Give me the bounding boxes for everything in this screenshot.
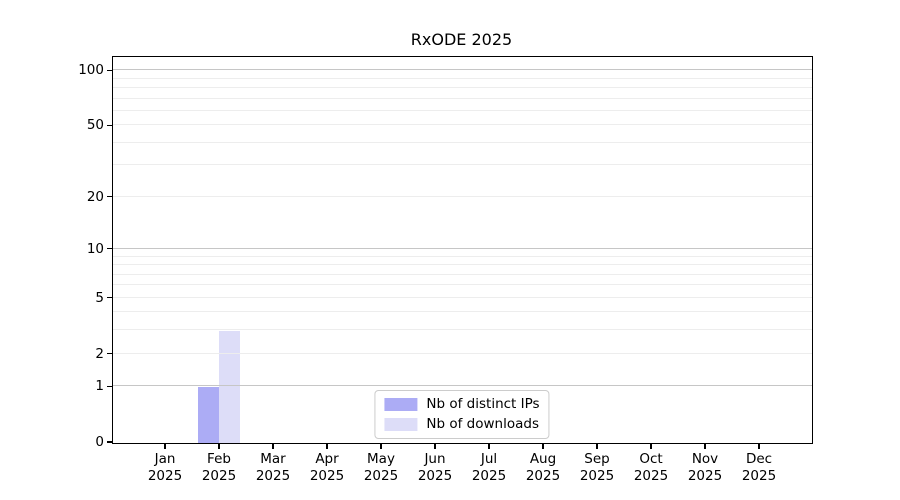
x-tick-mark [326,443,328,449]
legend-label-downloads: Nb of downloads [426,415,539,432]
x-tick-mark [596,443,598,449]
minor-gridline [112,296,812,298]
y-tick-label: 2 [95,345,104,362]
x-tick-label: Jul 2025 [471,451,507,484]
x-tick-mark [650,443,652,449]
legend-label-distinct-ips: Nb of distinct IPs [426,395,540,412]
x-tick-label: May 2025 [363,451,399,484]
legend-item-distinct-ips: Nb of distinct IPs [384,395,540,413]
x-tick-label: Sep 2025 [579,451,615,484]
x-tick-label: Oct 2025 [633,451,669,484]
x-tick-label: Jan 2025 [147,451,183,484]
legend-item-downloads: Nb of downloads [384,416,539,433]
minor-gridline [112,255,812,257]
major-gridline [112,247,812,249]
x-tick-mark [542,443,544,449]
y-tick-mark [107,297,112,299]
major-gridline [112,69,812,71]
plot-area: Nb of distinct IPs Nb of downloads [111,55,813,444]
x-tick-label: Apr 2025 [309,451,345,484]
y-tick-mark [107,196,112,198]
legend-swatch-downloads-icon [384,417,418,431]
y-tick-mark [107,441,112,443]
y-tick-label: 100 [78,62,104,79]
x-tick-label: Aug 2025 [525,451,561,484]
x-tick-label: Jun 2025 [417,451,453,484]
minor-gridline [112,352,812,354]
y-tick-mark [107,248,112,250]
y-tick-label: 1 [95,378,104,395]
x-tick-label: Nov 2025 [687,451,723,484]
x-tick-mark [218,443,220,449]
x-tick-mark [380,443,382,449]
x-tick-mark [488,443,490,449]
y-tick-mark [107,352,112,355]
y-tick-label: 0 [95,434,104,450]
y-tick-label: 50 [86,117,104,134]
minor-gridline [112,77,812,79]
x-tick-mark [272,443,274,449]
bar-distinct-ips [197,386,219,443]
minor-gridline [112,311,812,313]
x-tick-label: Mar 2025 [255,451,291,484]
x-tick-mark [164,443,166,449]
minor-gridline [112,87,812,88]
minor-gridline [112,264,812,265]
major-gridline [112,385,812,387]
minor-gridline [112,141,812,143]
x-tick-label: Feb 2025 [201,451,237,484]
minor-gridline [112,109,812,111]
y-tick-mark [107,124,112,126]
minor-gridline [112,97,812,99]
x-tick-mark [758,443,760,449]
minor-gridline [112,284,812,286]
x-tick-mark [704,443,706,449]
y-tick-label: 5 [95,289,104,306]
minor-gridline [112,329,812,331]
legend-swatch-distinct-ips-icon [384,397,418,411]
bar-downloads [218,330,240,443]
minor-gridline [112,195,812,197]
minor-gridline [112,273,812,275]
y-tick-label: 20 [86,188,104,205]
y-tick-mark [107,385,112,387]
x-tick-mark [434,443,436,449]
legend: Nb of distinct IPs Nb of downloads [374,389,550,439]
minor-gridline [112,164,812,166]
x-tick-label: Dec 2025 [741,451,777,484]
chart-title: RxODE 2025 [410,30,513,49]
y-tick-mark [107,69,112,71]
minor-gridline [112,124,812,126]
y-tick-label: 10 [86,240,104,257]
